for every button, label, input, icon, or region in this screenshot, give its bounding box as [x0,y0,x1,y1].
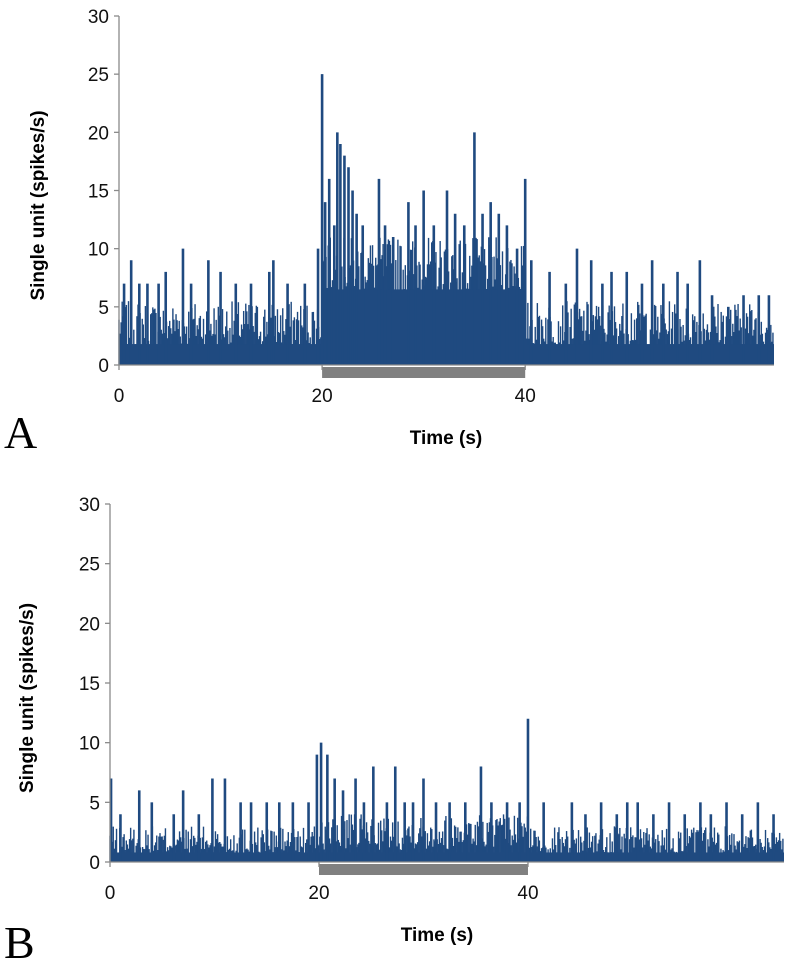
spike-series [122,74,771,365]
spike-background [109,814,784,862]
panel-label: A [4,407,37,458]
y-tick-label: 5 [98,298,109,319]
x-tick-label: 40 [515,386,536,407]
x-axis-title: Time (s) [401,925,474,946]
x-tick-label: 0 [114,386,125,407]
panel-b: 0 5 10 15 20 25 30 0 20 40 Time (s) Single unit (sp… [4,495,784,964]
x-tick-label: 40 [517,883,538,904]
panel-label: B [4,917,35,964]
y-tick-label: 0 [89,853,100,874]
stimulus-bar [318,864,528,875]
y-tick-label: 5 [89,793,100,814]
x-tick-label: 0 [105,883,116,904]
y-tick-label: 25 [79,555,100,576]
x-tick-label: 20 [308,883,329,904]
y-axis-title: Single unit (spikes/s) [17,603,38,793]
spike-series [109,718,775,862]
x-axis-title: Time (s) [410,428,483,449]
panel-a: 0 5 10 15 20 25 30 0 20 40 Time (s) Single unit (sp… [4,7,774,458]
y-tick-label: 15 [79,674,100,695]
stimulus-bar [322,367,526,378]
y-tick-label: 30 [79,495,100,516]
y-axis-title: Single unit (spikes/s) [28,110,49,300]
y-tick-label: 10 [79,734,100,755]
y-tick-label: 20 [79,614,100,635]
baseline-band [110,852,784,862]
y-tick-label: 15 [88,182,109,203]
y-tick-label: 10 [88,240,109,261]
y-tick-label: 30 [88,7,109,28]
x-tick-label: 20 [312,386,333,407]
y-tick-label: 25 [88,65,109,86]
y-tick-label: 20 [88,123,109,144]
y-tick-label: 0 [98,356,109,377]
